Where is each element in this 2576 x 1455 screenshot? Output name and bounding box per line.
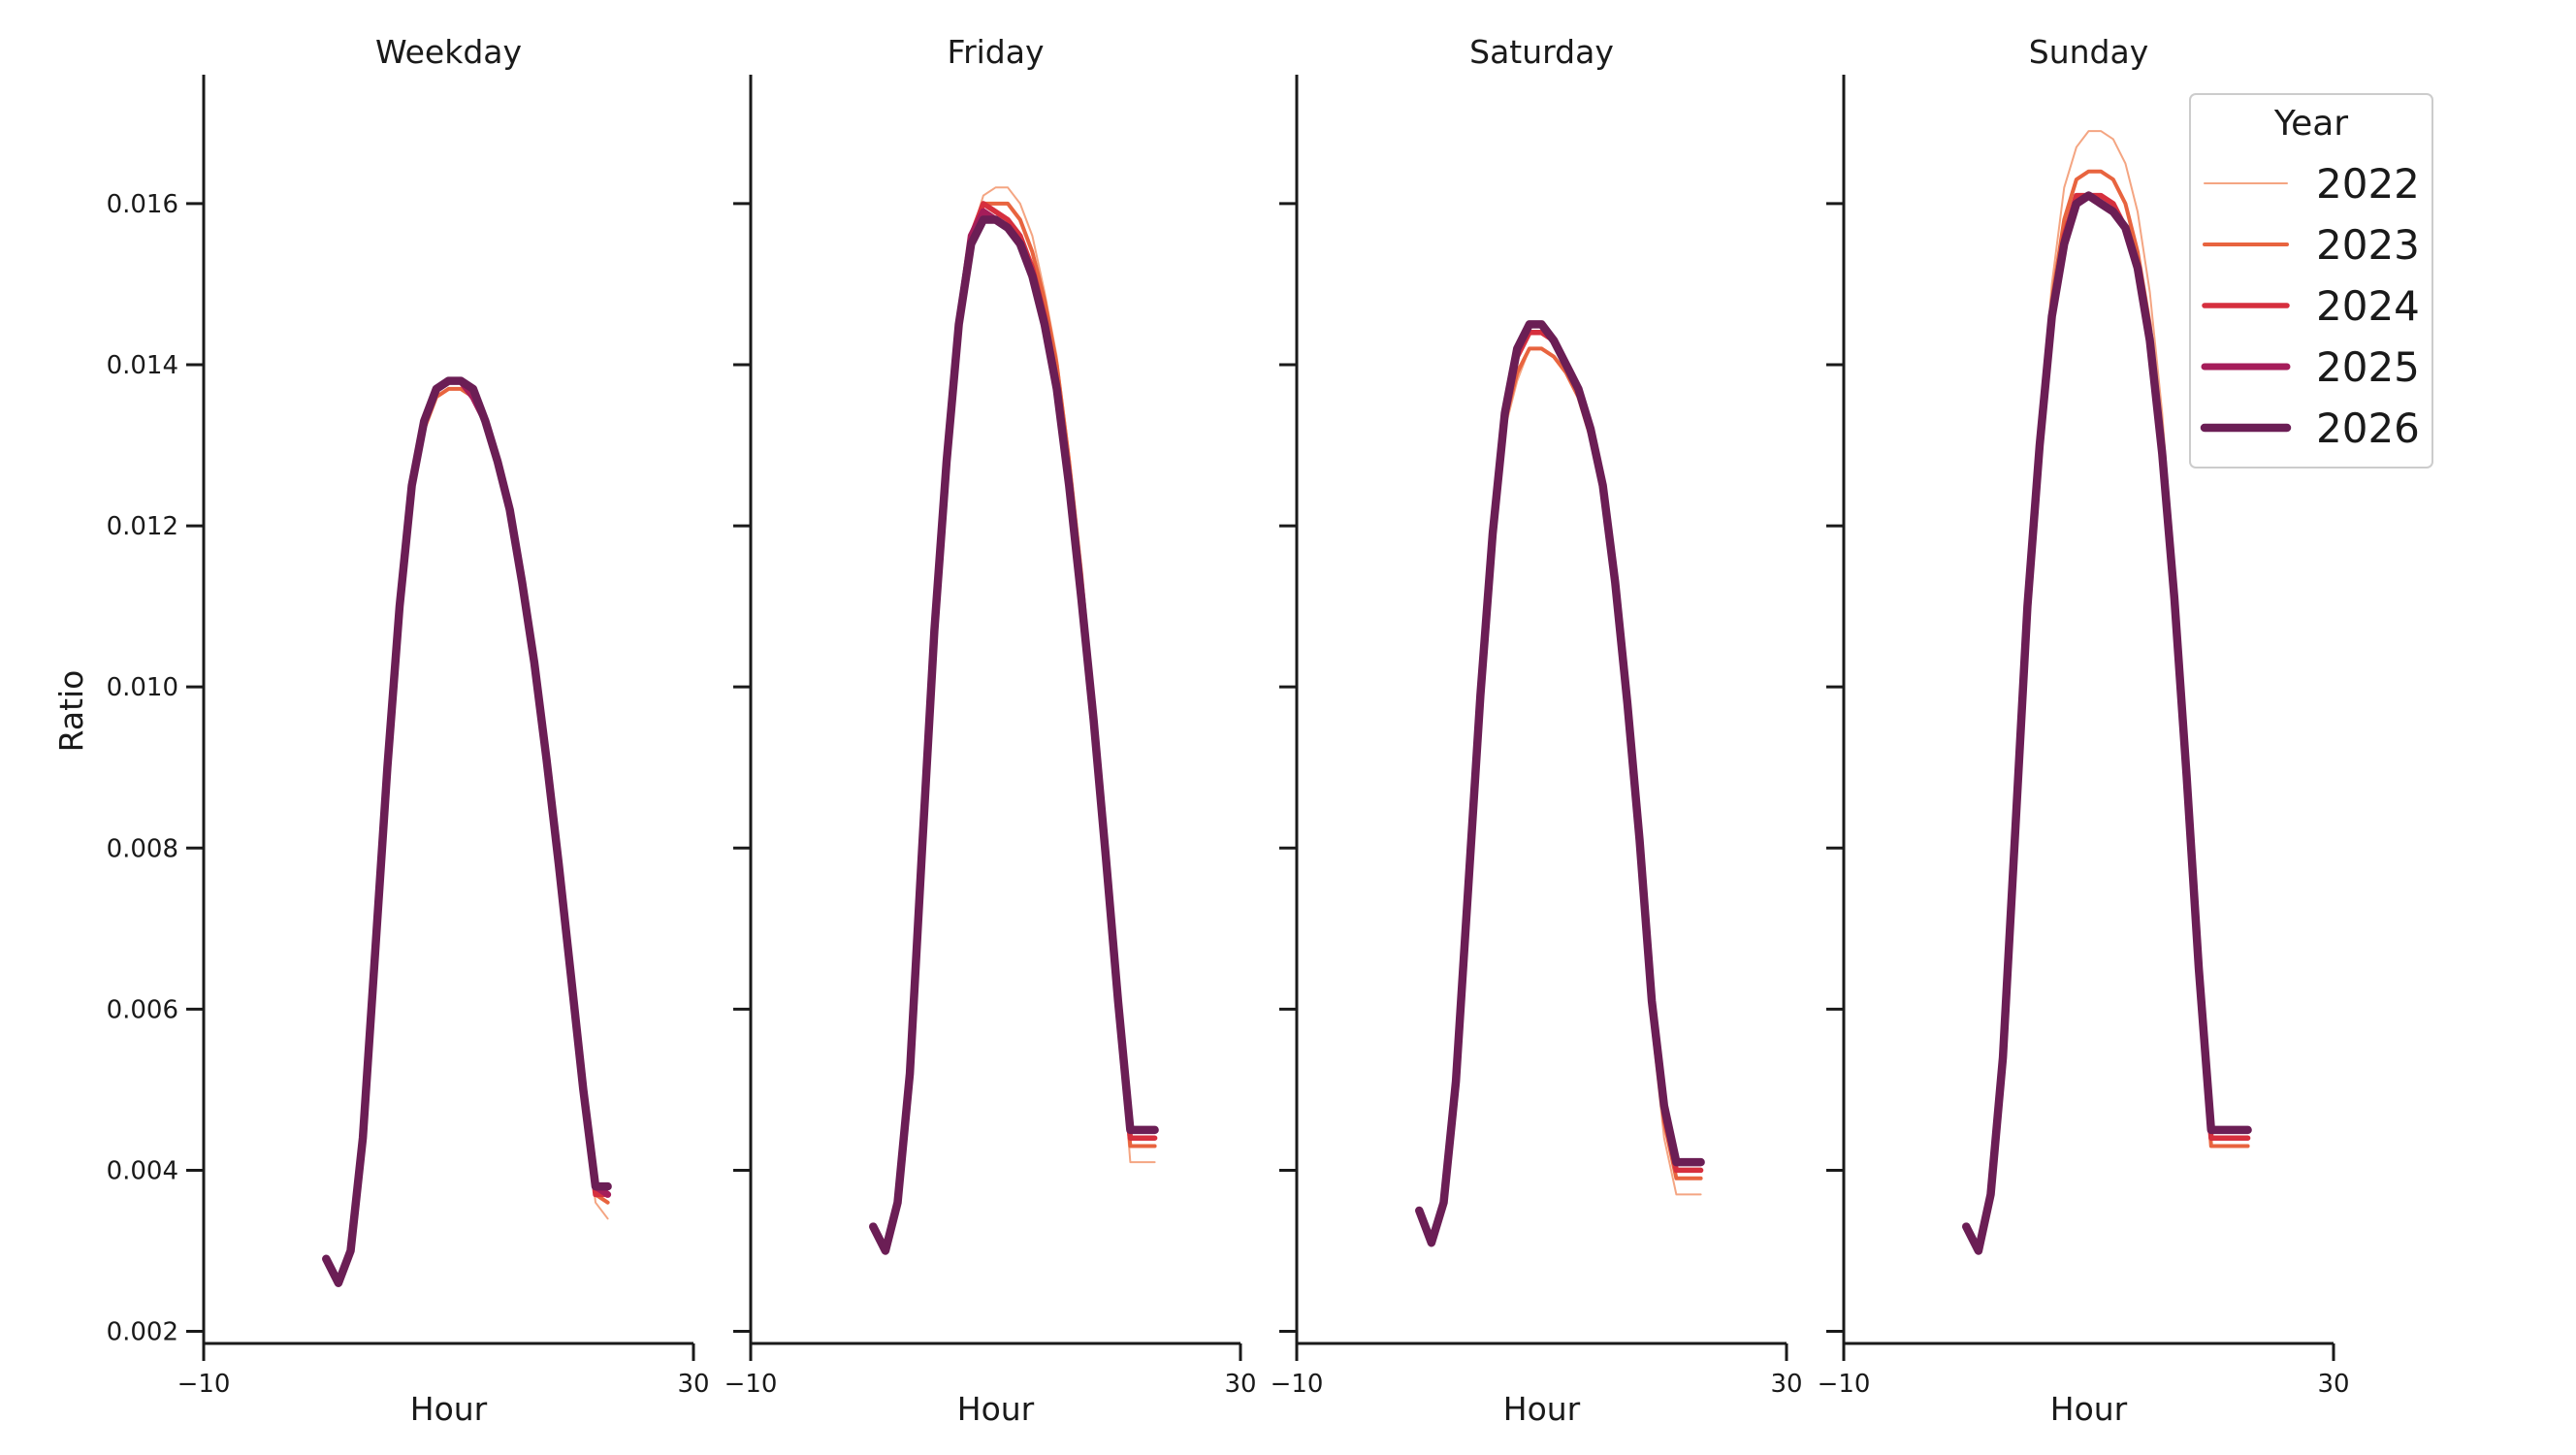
series-line-2024 xyxy=(323,377,611,1286)
y-tick-label: 0.014 xyxy=(107,351,178,380)
panel-weekday: Weekday 0.002 0.004 0.006 0.008 0.010 0.012 0.0… xyxy=(107,33,710,1428)
legend-frame xyxy=(2189,93,2433,469)
y-tick-label: 0.012 xyxy=(107,512,178,541)
x-tick-label: 30 xyxy=(2317,1370,2349,1399)
series-line-2024 xyxy=(1416,330,1704,1245)
legend-label-2026: 2026 xyxy=(2316,404,2420,452)
panel-title: Friday xyxy=(947,33,1044,71)
x-tick-label: −10 xyxy=(1818,1370,1871,1399)
y-tick-label: 0.016 xyxy=(107,190,178,219)
y-tick-label: 0.008 xyxy=(107,834,178,863)
x-axis-title: Hour xyxy=(410,1390,488,1428)
legend-label-2022: 2022 xyxy=(2316,160,2420,208)
x-tick-label: −10 xyxy=(724,1370,778,1399)
series-line-2023 xyxy=(324,386,610,1285)
panel-saturday: Saturday −10 30 Hour xyxy=(1271,33,1803,1428)
x-tick-label: −10 xyxy=(1271,1370,1324,1399)
series-line-2026 xyxy=(1415,320,1705,1247)
series-line-2025 xyxy=(869,208,1159,1254)
y-tick-label: 0.002 xyxy=(107,1318,178,1347)
x-axis-title: Hour xyxy=(957,1390,1035,1428)
series-line-2022 xyxy=(325,387,609,1284)
panel-friday: Friday −10 30 Hour xyxy=(724,33,1257,1428)
legend-label-2025: 2025 xyxy=(2316,343,2420,391)
y-tick-label: 0.006 xyxy=(107,995,178,1024)
x-axis-title: Hour xyxy=(2050,1390,2128,1428)
y-axis-title: Ratio xyxy=(52,670,90,753)
series-line-2025 xyxy=(1415,320,1705,1246)
legend: Year 2022 2023 2024 2025 2026 xyxy=(2189,93,2433,469)
series-line-2024 xyxy=(870,201,1158,1254)
series-line-2026 xyxy=(322,376,612,1287)
x-tick-label: 30 xyxy=(677,1370,709,1399)
series-line-2026 xyxy=(1962,191,2252,1255)
y-tick-label: 0.010 xyxy=(107,673,178,702)
series-line-2025 xyxy=(322,377,612,1287)
legend-label-2024: 2024 xyxy=(2316,282,2420,330)
y-tick-label: 0.004 xyxy=(107,1156,178,1185)
x-tick-label: −10 xyxy=(177,1370,231,1399)
series-line-2023 xyxy=(1417,346,1703,1245)
panel-title: Sunday xyxy=(2029,33,2148,71)
series-line-2022 xyxy=(872,186,1156,1252)
panels-group: Weekday 0.002 0.004 0.006 0.008 0.010 0.012 0.0… xyxy=(107,33,2350,1428)
panel-sunday: Sunday −10 30 Hour xyxy=(1818,33,2350,1428)
legend-title: Year xyxy=(2273,104,2348,144)
x-tick-label: 30 xyxy=(1224,1370,1256,1399)
series-line-2026 xyxy=(869,215,1159,1255)
x-axis-title: Hour xyxy=(1503,1390,1581,1428)
panel-title: Weekday xyxy=(375,33,522,71)
panel-title: Saturday xyxy=(1469,33,1614,71)
series-line-2022 xyxy=(1418,347,1702,1245)
series-line-2023 xyxy=(871,201,1157,1253)
x-tick-label: 30 xyxy=(1770,1370,1802,1399)
legend-label-2023: 2023 xyxy=(2316,221,2420,269)
